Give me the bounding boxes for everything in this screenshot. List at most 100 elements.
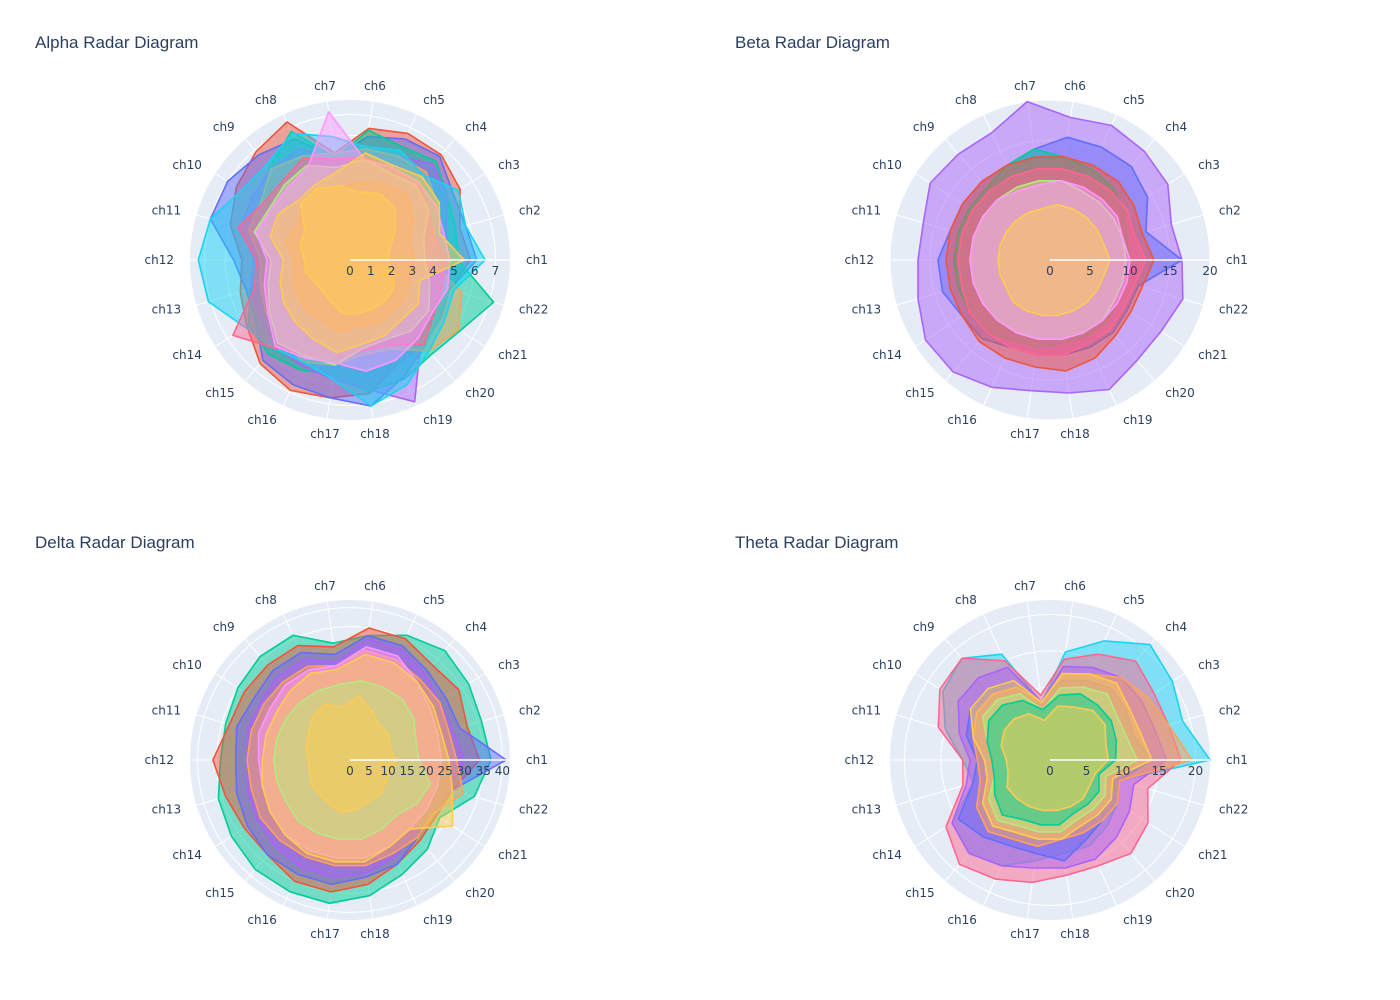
delta-radar-chart: 0 5 10 15 20 25 30 35 40 ch1 ch2 ch3 ch4 ch5 ch6 ch7 ch8… — [145, 579, 549, 941]
angular-tick-label-ch3: ch3 — [498, 158, 520, 172]
angular-tick-label-ch7: ch7 — [314, 579, 336, 593]
angular-tick-label-ch12: ch12 — [145, 253, 174, 267]
angular-tick-label-ch19: ch19 — [423, 913, 452, 927]
angular-tick-label-ch4: ch4 — [465, 120, 487, 134]
angular-tick-label-ch14: ch14 — [172, 348, 201, 362]
angular-tick-label-ch10: ch10 — [872, 658, 901, 672]
radial-tick-label: 20 — [1202, 264, 1217, 278]
angular-tick-label-ch2: ch2 — [519, 703, 541, 717]
angular-tick-label-ch20: ch20 — [465, 886, 494, 900]
angular-tick-label-ch10: ch10 — [872, 158, 901, 172]
angular-tick-label-ch10: ch10 — [172, 658, 201, 672]
angular-tick-label-ch16: ch16 — [247, 413, 276, 427]
radial-tick-label: 5 — [1083, 764, 1091, 778]
angular-tick-label-ch21: ch21 — [498, 848, 527, 862]
angular-tick-label-ch4: ch4 — [1165, 620, 1187, 634]
angular-tick-label-ch22: ch22 — [1219, 303, 1248, 317]
angular-tick-label-ch21: ch21 — [1198, 848, 1227, 862]
radial-tick-label: 5 — [1086, 264, 1094, 278]
angular-tick-label-ch18: ch18 — [360, 427, 389, 441]
angular-tick-label-ch6: ch6 — [1064, 579, 1086, 593]
angular-tick-label-ch2: ch2 — [1219, 203, 1241, 217]
alpha-radar-title: Alpha Radar Diagram — [35, 33, 199, 52]
angular-tick-label-ch17: ch17 — [1010, 927, 1039, 941]
angular-tick-label-ch17: ch17 — [310, 927, 339, 941]
radial-tick-label: 0 — [346, 264, 354, 278]
angular-tick-label-ch1: ch1 — [526, 753, 548, 767]
radial-tick-label: 15 — [1151, 764, 1166, 778]
angular-tick-label-ch8: ch8 — [255, 93, 277, 107]
angular-tick-label-ch5: ch5 — [1123, 593, 1145, 607]
angular-tick-label-ch11: ch11 — [852, 203, 881, 217]
alpha-radar-panel: 0 1 2 3 4 5 6 7 ch1 ch2 ch3 ch4 ch5 ch6 ch7 ch8 ch9 ch10 c… — [0, 0, 700, 500]
angular-tick-label-ch9: ch9 — [913, 120, 935, 134]
angular-tick-label-ch20: ch20 — [1165, 886, 1194, 900]
radial-tick-label: 7 — [492, 264, 500, 278]
angular-tick-label-ch2: ch2 — [519, 203, 541, 217]
angular-tick-label-ch16: ch16 — [947, 413, 976, 427]
radial-tick-label: 25 — [438, 764, 453, 778]
delta-radar-title: Delta Radar Diagram — [35, 533, 195, 552]
angular-tick-label-ch11: ch11 — [152, 703, 181, 717]
angular-tick-label-ch6: ch6 — [364, 579, 386, 593]
angular-tick-label-ch7: ch7 — [1014, 579, 1036, 593]
angular-tick-label-ch14: ch14 — [172, 848, 201, 862]
angular-tick-label-ch1: ch1 — [1226, 253, 1248, 267]
angular-tick-label-ch7: ch7 — [314, 79, 336, 93]
angular-tick-label-ch8: ch8 — [255, 593, 277, 607]
angular-tick-label-ch12: ch12 — [845, 253, 874, 267]
radial-tick-label: 10 — [1122, 264, 1137, 278]
radial-tick-label: 30 — [457, 764, 472, 778]
radial-tick-label: 6 — [471, 264, 479, 278]
angular-tick-label-ch14: ch14 — [872, 848, 901, 862]
radial-tick-label: 15 — [399, 764, 414, 778]
radial-tick-label: 10 — [380, 764, 395, 778]
radial-tick-label: 20 — [1188, 764, 1203, 778]
series-group — [917, 100, 1184, 394]
angular-tick-label-ch6: ch6 — [1064, 79, 1086, 93]
radial-tick-label: 0 — [1046, 764, 1054, 778]
angular-tick-label-ch13: ch13 — [152, 303, 181, 317]
angular-tick-label-ch6: ch6 — [364, 79, 386, 93]
series-group — [937, 640, 1211, 884]
angular-tick-label-ch9: ch9 — [213, 620, 235, 634]
radial-tick-label: 1 — [367, 264, 375, 278]
angular-tick-label-ch16: ch16 — [247, 913, 276, 927]
angular-tick-label-ch7: ch7 — [1014, 79, 1036, 93]
radial-tick-label: 5 — [365, 764, 373, 778]
angular-tick-label-ch5: ch5 — [423, 93, 445, 107]
alpha-radar-chart: 0 1 2 3 4 5 6 7 ch1 ch2 ch3 ch4 ch5 ch6 ch7 ch8 ch9 ch10 c… — [145, 79, 549, 441]
angular-tick-label-ch1: ch1 — [1226, 753, 1248, 767]
angular-tick-label-ch21: ch21 — [498, 348, 527, 362]
theta-radar-title: Theta Radar Diagram — [735, 533, 899, 552]
radial-tick-label: 35 — [476, 764, 491, 778]
angular-tick-label-ch5: ch5 — [1123, 93, 1145, 107]
angular-tick-label-ch5: ch5 — [423, 593, 445, 607]
angular-tick-label-ch16: ch16 — [947, 913, 976, 927]
series-group — [212, 627, 508, 905]
radial-tick-label: 40 — [495, 764, 510, 778]
angular-tick-label-ch20: ch20 — [1165, 386, 1194, 400]
angular-tick-label-ch22: ch22 — [519, 303, 548, 317]
theta-radar-panel: 0 5 10 15 20 ch1 ch2 ch3 ch4 ch5 ch6 ch7 ch8 ch9 ch10 c… — [700, 500, 1400, 1000]
angular-tick-label-ch19: ch19 — [423, 413, 452, 427]
series-area-12 — [299, 185, 397, 315]
beta-radar-chart: 0 5 10 15 20 ch1 ch2 ch3 ch4 ch5 ch6 ch7 ch8 ch9 ch10 c… — [845, 79, 1249, 441]
radial-tick-label: 10 — [1115, 764, 1130, 778]
angular-tick-label-ch11: ch11 — [152, 203, 181, 217]
angular-tick-label-ch3: ch3 — [1198, 158, 1220, 172]
angular-tick-label-ch15: ch15 — [905, 886, 934, 900]
angular-tick-label-ch22: ch22 — [519, 803, 548, 817]
angular-tick-label-ch17: ch17 — [1010, 427, 1039, 441]
angular-tick-label-ch15: ch15 — [205, 386, 234, 400]
radial-tick-label: 0 — [1046, 264, 1054, 278]
radial-tick-label: 3 — [408, 264, 416, 278]
angular-tick-label-ch8: ch8 — [955, 93, 977, 107]
beta-radar-title: Beta Radar Diagram — [735, 33, 890, 52]
angular-tick-label-ch3: ch3 — [1198, 658, 1220, 672]
radial-tick-label: 5 — [450, 264, 458, 278]
angular-tick-label-ch18: ch18 — [360, 927, 389, 941]
angular-tick-label-ch4: ch4 — [1165, 120, 1187, 134]
angular-tick-label-ch10: ch10 — [172, 158, 201, 172]
radial-tick-label: 20 — [419, 764, 434, 778]
